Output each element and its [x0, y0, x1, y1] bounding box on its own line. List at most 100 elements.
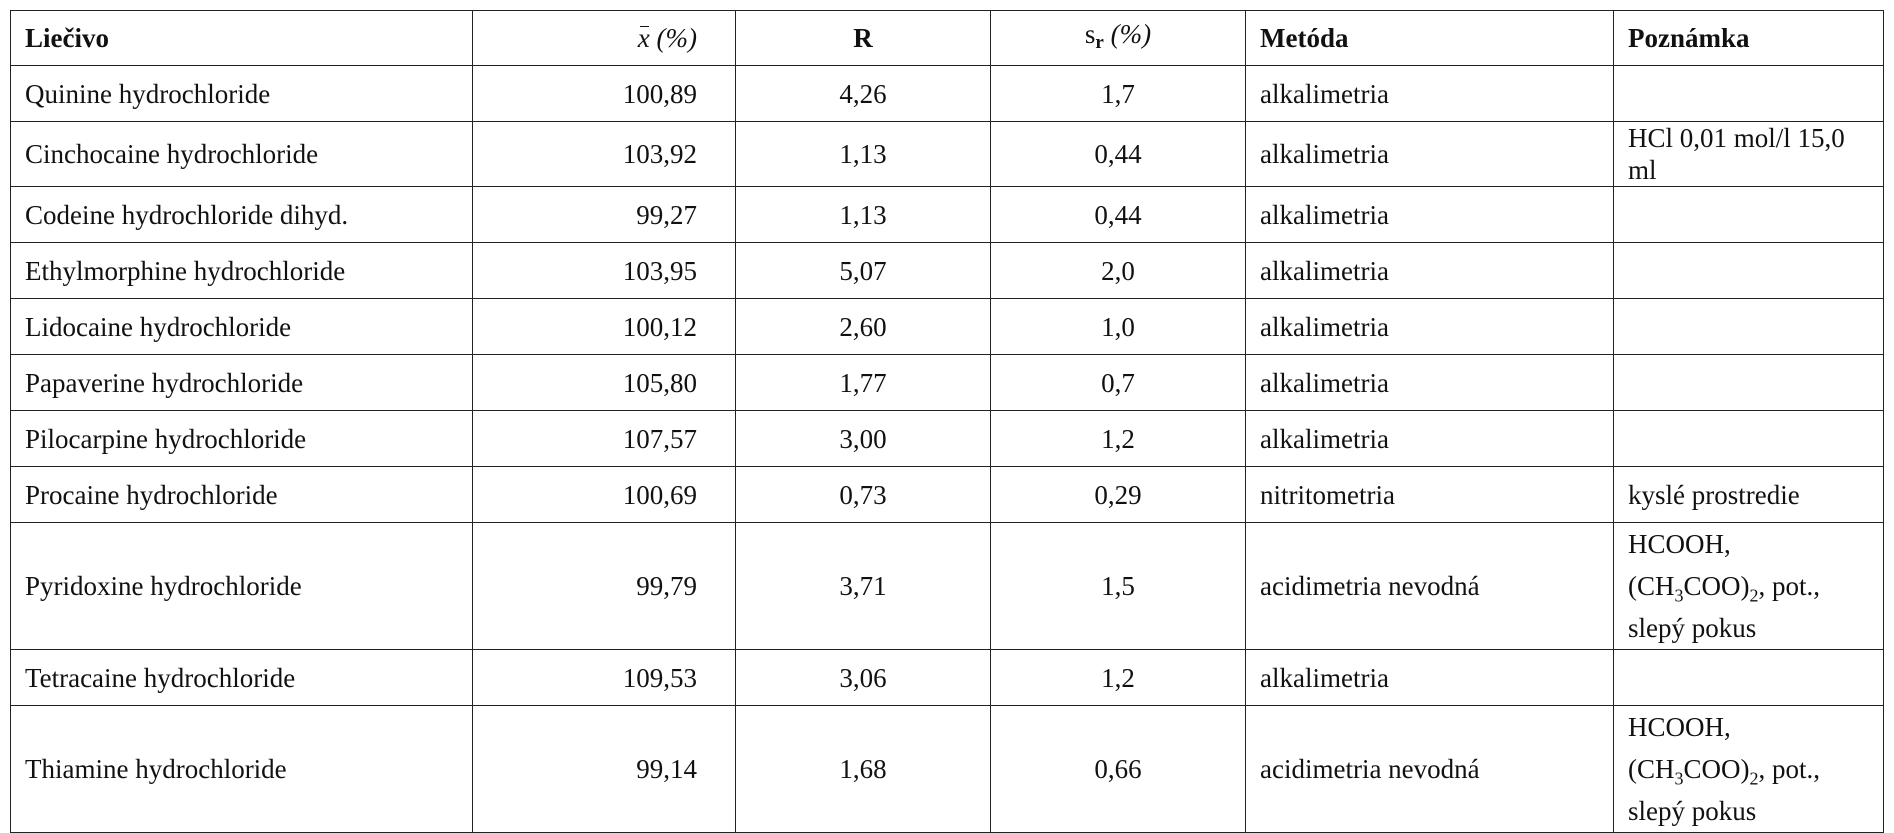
note-subscript: 2	[1749, 768, 1759, 789]
cell-drug: Tetracaine hydrochloride	[10, 649, 473, 706]
cell-method: alkalimetria	[1245, 242, 1614, 299]
table-row: Lidocaine hydrochloride 100,12 2,60 1,0 …	[10, 298, 1884, 355]
table-row: Thiamine hydrochloride 99,14 1,68 0,66 a…	[10, 705, 1884, 833]
cell-mean: 107,57	[472, 410, 736, 467]
table-row: Quinine hydrochloride 100,89 4,26 1,7 al…	[10, 65, 1884, 122]
cell-drug: Quinine hydrochloride	[10, 65, 473, 122]
cell-drug: Papaverine hydrochloride	[10, 354, 473, 411]
cell-note	[1613, 242, 1884, 299]
cell-drug: Lidocaine hydrochloride	[10, 298, 473, 355]
cell-sr: 1,2	[990, 410, 1246, 467]
cell-r: 3,00	[735, 410, 991, 467]
cell-sr: 1,0	[990, 298, 1246, 355]
cell-r: 5,07	[735, 242, 991, 299]
header-method: Metóda	[1245, 10, 1614, 66]
table-row: Codeine hydrochloride dihyd. 99,27 1,13 …	[10, 186, 1884, 243]
cell-drug: Codeine hydrochloride dihyd.	[10, 186, 473, 243]
note-text: HCOOH, (CH	[1628, 529, 1731, 601]
note-text: HCOOH, (CH	[1628, 712, 1731, 784]
cell-note	[1613, 354, 1884, 411]
cell-method: alkalimetria	[1245, 121, 1614, 187]
cell-drug: Procaine hydrochloride	[10, 466, 473, 523]
cell-mean: 99,14	[472, 705, 736, 833]
cell-mean: 109,53	[472, 649, 736, 706]
cell-mean: 103,95	[472, 242, 736, 299]
cell-r: 1,68	[735, 705, 991, 833]
cell-method: nitritometria	[1245, 466, 1614, 523]
header-sr: sr (%)	[990, 10, 1246, 66]
cell-note: HCl 0,01 mol/l 15,0 ml	[1613, 121, 1884, 187]
cell-method: alkalimetria	[1245, 298, 1614, 355]
header-r: R	[735, 10, 991, 66]
note-subscript: 3	[1674, 768, 1684, 789]
cell-method: alkalimetria	[1245, 186, 1614, 243]
cell-r: 4,26	[735, 65, 991, 122]
cell-sr: 0,66	[990, 705, 1246, 833]
results-table: Liečivo x (%) R sr (%) Metóda Poznámka Q…	[10, 10, 1884, 833]
header-mean: x (%)	[472, 10, 736, 66]
cell-sr: 0,44	[990, 121, 1246, 187]
note-text: COO)	[1683, 571, 1750, 601]
cell-sr: 0,29	[990, 466, 1246, 523]
header-drug: Liečivo	[10, 10, 473, 66]
cell-method: alkalimetria	[1245, 649, 1614, 706]
sr-unit: (%)	[1110, 18, 1152, 49]
cell-note	[1613, 65, 1884, 122]
cell-sr: 2,0	[990, 242, 1246, 299]
table-row: Tetracaine hydrochloride 109,53 3,06 1,2…	[10, 649, 1884, 706]
table-row: Pilocarpine hydrochloride 107,57 3,00 1,…	[10, 410, 1884, 467]
mean-unit: (%)	[656, 23, 697, 53]
note-subscript: 3	[1674, 585, 1684, 606]
table-row: Papaverine hydrochloride 105,80 1,77 0,7…	[10, 354, 1884, 411]
cell-drug: Thiamine hydrochloride	[10, 705, 473, 833]
cell-method: acidimetria nevodná	[1245, 522, 1614, 650]
results-table-container: Liečivo x (%) R sr (%) Metóda Poznámka Q…	[10, 10, 1884, 833]
sr-subscript: r	[1095, 31, 1104, 53]
cell-sr: 1,2	[990, 649, 1246, 706]
cell-note: HCOOH, (CH3COO)2, pot., slepý pokus	[1613, 705, 1884, 833]
header-note: Poznámka	[1613, 10, 1884, 66]
cell-drug: Pilocarpine hydrochloride	[10, 410, 473, 467]
mean-symbol: x	[637, 23, 650, 53]
cell-drug: Ethylmorphine hydrochloride	[10, 242, 473, 299]
cell-method: acidimetria nevodná	[1245, 705, 1614, 833]
table-row: Pyridoxine hydrochloride 99,79 3,71 1,5 …	[10, 522, 1884, 650]
cell-r: 1,13	[735, 186, 991, 243]
cell-method: alkalimetria	[1245, 354, 1614, 411]
cell-note: kyslé prostredie	[1613, 466, 1884, 523]
cell-mean: 100,89	[472, 65, 736, 122]
note-subscript: 2	[1749, 585, 1759, 606]
cell-drug: Pyridoxine hydrochloride	[10, 522, 473, 650]
cell-note	[1613, 298, 1884, 355]
note-text: , pot.,	[1758, 571, 1821, 601]
cell-r: 3,71	[735, 522, 991, 650]
cell-mean: 99,79	[472, 522, 736, 650]
note-text: COO)	[1683, 754, 1750, 784]
cell-sr: 1,5	[990, 522, 1246, 650]
table-row: Procaine hydrochloride 100,69 0,73 0,29 …	[10, 466, 1884, 523]
cell-note	[1613, 410, 1884, 467]
cell-sr: 0,44	[990, 186, 1246, 243]
note-text: slepý pokus	[1628, 796, 1757, 826]
header-row: Liečivo x (%) R sr (%) Metóda Poznámka	[10, 10, 1884, 66]
cell-r: 3,06	[735, 649, 991, 706]
cell-mean: 105,80	[472, 354, 736, 411]
cell-sr: 1,7	[990, 65, 1246, 122]
table-row: Cinchocaine hydrochloride 103,92 1,13 0,…	[10, 121, 1884, 187]
note-text: slepý pokus	[1628, 613, 1757, 643]
cell-note	[1613, 649, 1884, 706]
cell-r: 0,73	[735, 466, 991, 523]
cell-r: 1,13	[735, 121, 991, 187]
cell-mean: 100,69	[472, 466, 736, 523]
sr-symbol: s	[1084, 18, 1096, 49]
cell-method: alkalimetria	[1245, 410, 1614, 467]
cell-note: HCOOH, (CH3COO)2, pot., slepý pokus	[1613, 522, 1884, 650]
cell-r: 1,77	[735, 354, 991, 411]
table-row: Ethylmorphine hydrochloride 103,95 5,07 …	[10, 242, 1884, 299]
cell-sr: 0,7	[990, 354, 1246, 411]
cell-mean: 100,12	[472, 298, 736, 355]
cell-note	[1613, 186, 1884, 243]
note-text: , pot.,	[1758, 754, 1821, 784]
cell-r: 2,60	[735, 298, 991, 355]
cell-mean: 103,92	[472, 121, 736, 187]
